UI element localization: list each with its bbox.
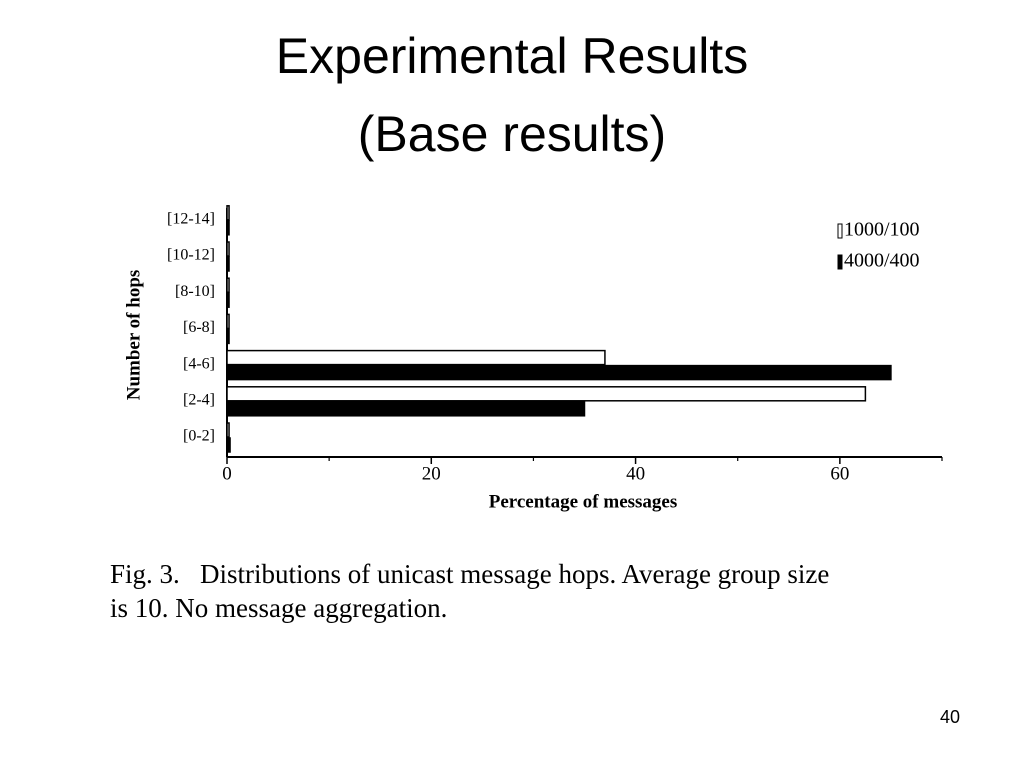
bar [226, 256, 230, 272]
bar [226, 364, 892, 381]
y-axis-label: Number of hops [123, 270, 144, 401]
x-tick-label: 40 [626, 463, 645, 484]
y-tick-label: [4-6] [183, 355, 215, 372]
x-tick-label: 20 [422, 463, 441, 484]
y-tick-label: [2-4] [183, 391, 215, 408]
legend-label: 4000/400 [844, 250, 920, 272]
bar [226, 220, 230, 236]
legend-label: 1000/100 [844, 219, 920, 241]
y-tick-label: [6-8] [183, 319, 215, 336]
legend-swatch [837, 223, 843, 239]
x-tick-label: 60 [830, 463, 849, 484]
page-number: 40 [940, 707, 960, 727]
slide-subtitle: (Base results) [358, 106, 666, 162]
y-tick-label: [10-12] [167, 247, 215, 264]
bar [226, 313, 230, 330]
bar [226, 277, 230, 293]
bar [226, 422, 230, 438]
bar [226, 241, 230, 257]
x-axis-label: Percentage of messages [489, 491, 678, 512]
bar [226, 386, 867, 402]
bar [226, 437, 231, 453]
bar [226, 205, 230, 221]
bar [226, 328, 230, 345]
bar [226, 401, 586, 417]
caption-line: Fig. 3. Distributions of unicast message… [110, 559, 829, 589]
y-tick-label: [12-14] [167, 210, 215, 227]
bar [226, 292, 230, 308]
y-tick-label: [0-2] [183, 428, 215, 445]
y-tick-label: [8-10] [175, 283, 215, 300]
x-tick-label: 0 [222, 463, 232, 484]
legend-swatch [837, 254, 843, 270]
bar [226, 349, 606, 366]
caption-line: is 10. No message aggregation. [110, 593, 447, 623]
slide-title: Experimental Results [276, 28, 748, 84]
